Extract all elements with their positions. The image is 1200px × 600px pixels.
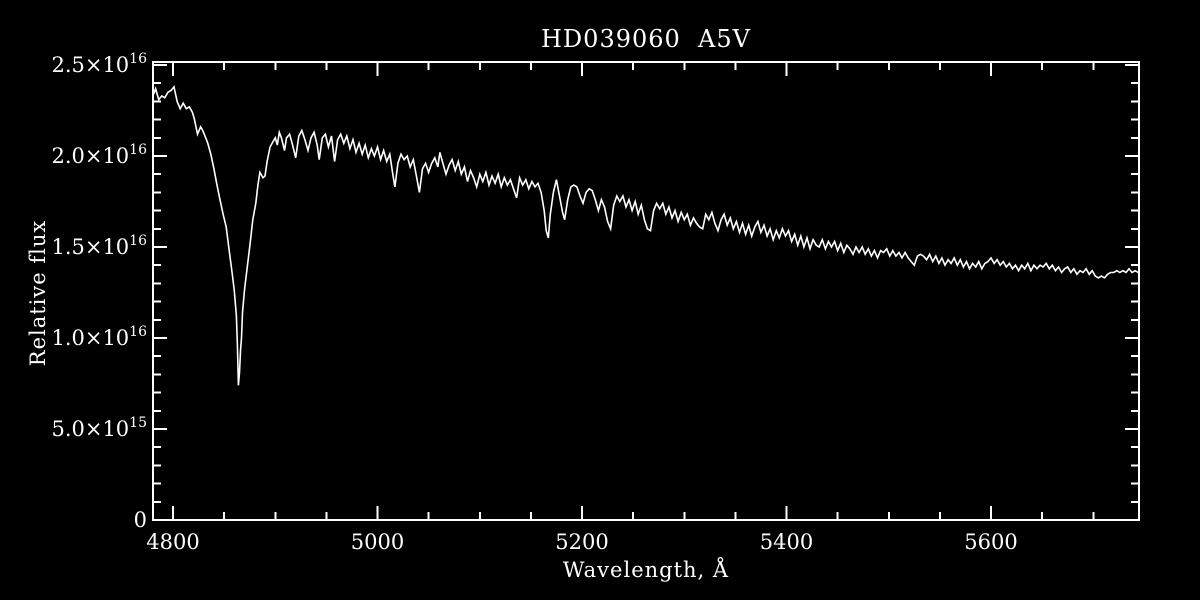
x-tick-label: 5000 [351,530,404,554]
y-tick-label: 0 [134,508,147,532]
y-tick-label: 1.0×1016 [51,324,147,350]
y-tick-label: 5.0×1015 [51,415,147,441]
x-tick-label: 5600 [964,530,1017,554]
x-tick-label: 5200 [555,530,608,554]
spectrum-line [152,84,1139,386]
x-axis-title: Wavelength, Å [562,558,730,582]
plot-border [152,61,1140,521]
x-tick-label: 4800 [146,530,199,554]
y-axis-title: Relative flux [26,219,50,367]
y-tick-label: 2.0×1016 [51,142,147,168]
plot-title: HD039060 A5V [541,25,751,53]
y-tick-label: 1.5×1016 [51,233,147,259]
x-tick-label: 5400 [760,530,813,554]
y-tick-label: 2.5×1016 [51,51,147,77]
